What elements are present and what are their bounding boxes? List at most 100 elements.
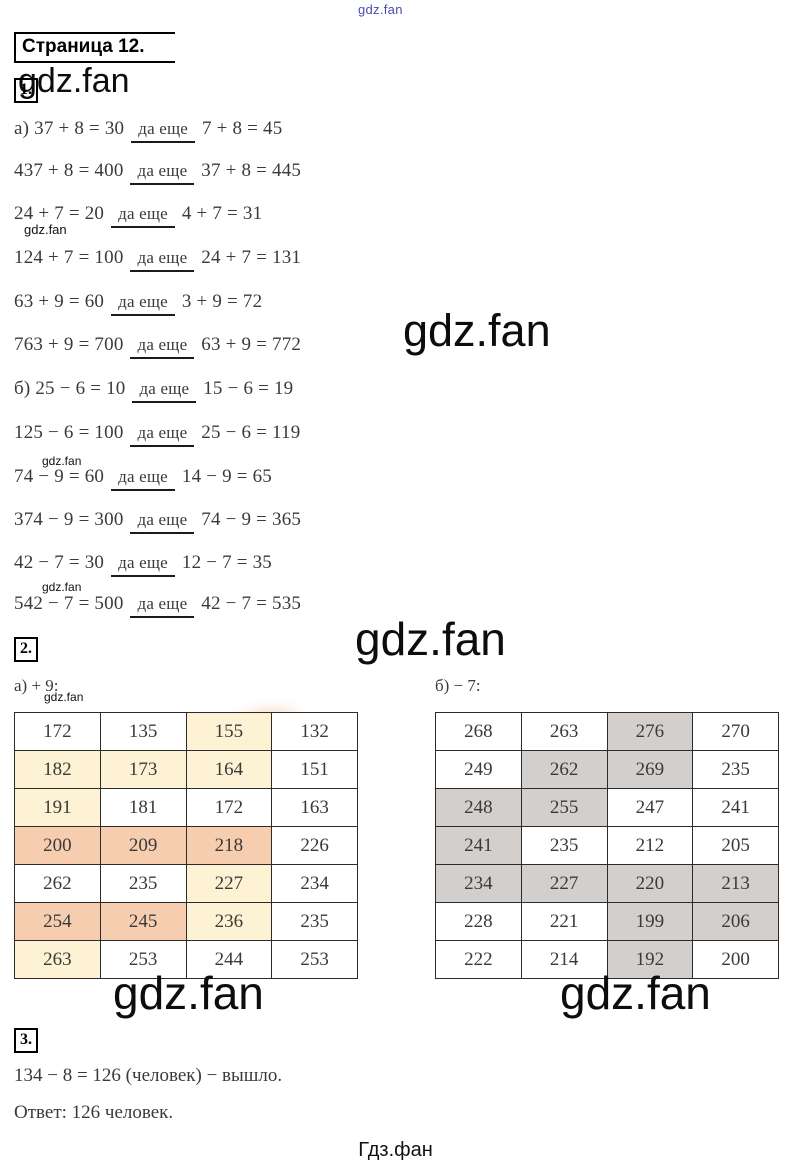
table-cell: 263	[520, 712, 608, 751]
table-cell: 135	[99, 712, 187, 751]
task3-solution: 134 − 8 = 126 (человек) − вышло.	[14, 1065, 283, 1086]
table-cell: 209	[99, 826, 187, 865]
eq-left: 63 + 9 = 60	[14, 291, 105, 312]
table-row: 254 245 236 235	[14, 902, 358, 941]
table-cell: 212	[606, 826, 694, 865]
table-row: 248 255 247 241	[435, 788, 779, 827]
eq-right: 42 − 7 = 535	[201, 593, 302, 614]
eq-connector: да еще	[131, 119, 196, 143]
number-table-minus-7: 268 263 276 270 249 262 269 235 248 255 247 241 241 2…	[435, 712, 779, 979]
task-number-3: 3.	[14, 1028, 38, 1053]
table-cell: 269	[606, 750, 694, 789]
table-cell: 245	[99, 902, 187, 941]
eq-left: 37 + 8 = 30	[34, 118, 125, 139]
table-cell: 199	[606, 902, 694, 941]
table-cell: 132	[271, 712, 358, 751]
table-cell: 236	[185, 902, 273, 941]
eq-right: 24 + 7 = 131	[201, 247, 302, 268]
number-table-plus-9: 172 135 155 132 182 173 164 151 191 181 172 163 200 2…	[14, 712, 358, 979]
table-row: 191 181 172 163	[14, 788, 358, 827]
eq-right: 37 + 8 = 445	[201, 160, 302, 181]
table-cell: 235	[692, 750, 779, 789]
table-row: 222 214 192 200	[435, 940, 779, 979]
equation-line: 24 + 7 = 20 да еще 4 + 7 = 31	[14, 203, 262, 228]
equation-line: 437 + 8 = 400 да еще 37 + 8 = 445	[14, 160, 301, 185]
eq-connector: да еще	[111, 553, 175, 577]
group-label-b: б)	[14, 378, 31, 399]
eq-connector: да еще	[130, 423, 195, 447]
eq-connector: да еще	[130, 510, 195, 534]
task3-answer: Ответ: 126 человек.	[14, 1102, 174, 1123]
table-cell: 200	[14, 826, 101, 865]
table-row: 234 227 220 213	[435, 864, 779, 903]
eq-right: 3 + 9 = 72	[181, 291, 263, 312]
table-cell: 191	[14, 788, 101, 827]
table-cell: 247	[606, 788, 694, 827]
eq-left: 437 + 8 = 400	[14, 160, 124, 181]
table-cell: 222	[435, 940, 522, 979]
page-title: Страница 12.	[14, 32, 175, 63]
eq-right: 14 − 9 = 65	[181, 466, 273, 487]
table-cell: 234	[271, 864, 358, 903]
eq-right: 7 + 8 = 45	[202, 118, 283, 139]
table-cell: 255	[520, 788, 608, 827]
table-cell: 244	[185, 940, 273, 979]
equation-line: 374 − 9 = 300 да еще 74 − 9 = 365	[14, 509, 301, 534]
table-cell: 205	[692, 826, 779, 865]
equation-line: б) 25 − 6 = 10 да еще 15 − 6 = 19	[14, 378, 293, 403]
eq-connector: да еще	[130, 161, 195, 185]
equation-line: 42 − 7 = 30 да еще 12 − 7 = 35	[14, 552, 272, 577]
eq-right: 63 + 9 = 772	[201, 334, 302, 355]
table-cell: 253	[99, 940, 187, 979]
task-number-2: 2.	[14, 637, 38, 662]
table-body-b: 268 263 276 270 249 262 269 235 248 255 247 241 241 2…	[435, 712, 779, 979]
equation-line: 763 + 9 = 700 да еще 63 + 9 = 772	[14, 334, 301, 359]
table-cell: 200	[692, 940, 779, 979]
table-cell: 206	[692, 902, 779, 941]
eq-left: 125 − 6 = 100	[14, 422, 124, 443]
table-cell: 241	[435, 826, 522, 865]
table-cell: 173	[99, 750, 187, 789]
eq-right: 25 − 6 = 119	[201, 422, 301, 443]
equation-line: 125 − 6 = 100 да еще 25 − 6 = 119	[14, 422, 300, 447]
table-cell: 276	[606, 712, 694, 751]
table-cell: 248	[435, 788, 522, 827]
watermark-bottom: Гдз.фан	[358, 1139, 433, 1161]
table-cell: 241	[692, 788, 779, 827]
table-cell: 218	[185, 826, 273, 865]
table-cell: 227	[520, 864, 608, 903]
equation-line: 74 − 9 = 60 да еще 14 − 9 = 65	[14, 466, 272, 491]
eq-left: 25 − 6 = 10	[35, 378, 126, 399]
table-cell: 226	[271, 826, 358, 865]
equation-line: 63 + 9 = 60 да еще 3 + 9 = 72	[14, 291, 262, 316]
table-row: 262 235 227 234	[14, 864, 358, 903]
eq-connector: да еще	[111, 204, 175, 228]
table-cell: 181	[99, 788, 187, 827]
eq-right: 74 − 9 = 365	[201, 509, 302, 530]
table-cell: 163	[271, 788, 358, 827]
equation-line: 124 + 7 = 100 да еще 24 + 7 = 131	[14, 247, 301, 272]
table-cell: 172	[14, 712, 101, 751]
table-cell: 155	[185, 712, 273, 751]
table-cell: 249	[435, 750, 522, 789]
eq-left: 763 + 9 = 700	[14, 334, 124, 355]
table-cell: 214	[520, 940, 608, 979]
table-cell: 227	[185, 864, 273, 903]
table-cell: 235	[271, 902, 358, 941]
eq-left: 24 + 7 = 20	[14, 203, 105, 224]
table-cell: 262	[520, 750, 608, 789]
group-label-a: а)	[14, 118, 30, 139]
equation-line: а) 37 + 8 = 30 да еще 7 + 8 = 45	[14, 118, 282, 143]
table-cell: 164	[185, 750, 273, 789]
eq-left: 74 − 9 = 60	[14, 466, 105, 487]
table-cell: 172	[185, 788, 273, 827]
eq-right: 12 − 7 = 35	[181, 552, 273, 573]
eq-connector: да еще	[130, 594, 195, 618]
table-cell: 234	[435, 864, 522, 903]
eq-connector: да еще	[130, 335, 195, 359]
table-cell: 263	[14, 940, 101, 979]
table-cell: 270	[692, 712, 779, 751]
table-cell: 213	[692, 864, 779, 903]
eq-connector: да еще	[111, 292, 175, 316]
table-cell: 182	[14, 750, 101, 789]
